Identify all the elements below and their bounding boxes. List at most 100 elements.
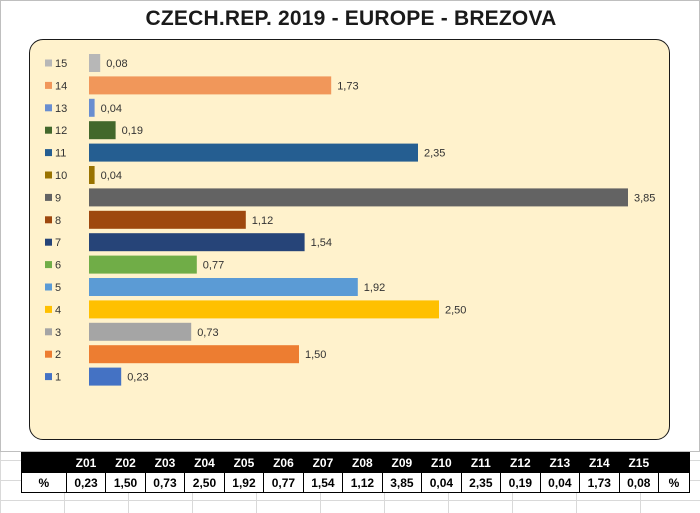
bar-7 [89,233,305,252]
value-cell-z03: 0,73 [144,472,186,493]
header-cell-z02: Z02 [105,452,146,473]
legend-swatch-11 [45,149,52,157]
category-label-12: 12 [55,125,67,137]
value-label-9: 3,85 [634,192,655,204]
value-label-13: 0,04 [101,103,122,115]
value-label-12: 0,19 [122,125,143,137]
value-cell-z07: 1,54 [302,472,344,493]
header-cell-z04: Z04 [184,452,225,473]
header-cell-blank [21,452,67,473]
category-label-6: 6 [55,260,61,272]
bar-10 [89,166,95,184]
bar-3 [89,322,192,341]
category-label-4: 4 [55,304,61,316]
header-cell-z01: Z01 [65,452,107,473]
value-cell-z10: 0,04 [421,472,462,493]
value-cell-z09: 3,85 [381,472,423,493]
bar-8 [89,210,246,229]
table-header-row: Z01 Z02 Z03 Z04 Z05 Z06 Z07 Z08 Z09 Z10 Z11 Z12 Z13 Z… [21,452,690,473]
legend-swatch-10 [45,171,52,179]
legend-swatch-6 [45,261,52,269]
chart-area: CZECH.REP. 2019 - EUROPE - BREZOVA 1 0,23… [0,0,700,452]
table-values-row: % 0,23 1,50 0,73 2,50 1,92 0,77 1,54 1,12 3,85 0,0… [21,472,690,493]
header-cell-z09: Z09 [381,452,423,473]
row-label: % [21,472,67,493]
header-cell-z05: Z05 [223,452,265,473]
value-label-4: 2,50 [445,304,466,316]
plot-area: 1 0,23 2 1,50 3 0,73 4 2,50 5 1,92 6 0,77 7 1,54 8 1,12… [29,39,670,440]
bar-4 [89,300,439,319]
category-label-11: 11 [55,148,66,160]
category-label-15: 15 [55,58,67,70]
category-label-13: 13 [55,103,67,115]
value-cell-z15: 0,08 [618,472,660,493]
value-cell-z08: 1,12 [342,472,383,493]
header-cell-z03: Z03 [144,452,186,473]
bar-5 [89,278,358,296]
bar-1 [89,367,122,386]
bar-13 [89,98,95,117]
category-label-1: 1 [55,372,61,384]
header-cell-z10: Z10 [421,452,462,473]
value-label-5: 1,92 [364,282,385,294]
header-cell-blank [658,452,690,473]
legend-swatch-5 [45,283,52,291]
category-label-14: 14 [55,80,67,92]
header-cell-z06: Z06 [263,452,304,473]
category-label-5: 5 [55,282,61,294]
legend-swatch-8 [45,216,52,224]
value-label-14: 1,73 [337,80,358,92]
legend-swatch-14 [45,81,52,89]
row-label-end: % [658,472,690,493]
data-table: Z01 Z02 Z03 Z04 Z05 Z06 Z07 Z08 Z09 Z10 Z11 Z12 Z13 Z… [21,452,690,493]
chart-title: CZECH.REP. 2019 - EUROPE - BREZOVA [145,7,557,30]
value-cell-z12: 0,19 [500,472,541,493]
header-cell-z07: Z07 [302,452,344,473]
category-label-10: 10 [55,170,67,182]
bar-11 [89,143,418,162]
header-cell-z13: Z13 [539,452,581,473]
value-label-11: 2,35 [424,148,445,160]
value-label-7: 1,54 [311,237,332,249]
legend-swatch-3 [45,328,52,336]
value-cell-z14: 1,73 [579,472,620,493]
value-cell-z13: 0,04 [539,472,581,493]
category-label-2: 2 [55,349,61,361]
legend-swatch-9 [45,193,52,201]
value-cell-z11: 2,35 [460,472,502,493]
category-label-8: 8 [55,215,61,227]
bar-2 [89,345,299,364]
legend-swatch-12 [45,126,52,134]
bar-14 [89,76,332,95]
value-label-8: 1,12 [252,215,273,227]
value-label-1: 0,23 [127,372,148,384]
legend-swatch-13 [45,104,52,112]
category-label-7: 7 [55,237,61,249]
value-cell-z04: 2,50 [184,472,225,493]
legend-swatch-7 [45,238,52,246]
value-cell-z06: 0,77 [263,472,304,493]
value-cell-z02: 1,50 [105,472,146,493]
header-cell-z12: Z12 [500,452,541,473]
legend-swatch-15 [45,59,52,67]
value-cell-z01: 0,23 [65,472,107,493]
category-label-3: 3 [55,327,61,339]
bar-9 [89,188,628,207]
bar-6 [89,255,197,274]
value-label-3: 0,73 [197,327,218,339]
value-label-15: 0,08 [106,58,127,70]
value-label-10: 0,04 [101,170,122,182]
value-label-6: 0,77 [203,260,224,272]
header-cell-z08: Z08 [342,452,383,473]
bar-15 [89,54,101,72]
header-cell-z14: Z14 [579,452,620,473]
header-cell-z15: Z15 [618,452,660,473]
legend-swatch-1 [45,373,52,381]
legend-swatch-4 [45,305,52,313]
legend-swatch-2 [45,350,52,358]
value-label-2: 1,50 [305,349,326,361]
bar-12 [89,121,116,140]
category-label-9: 9 [55,192,61,204]
bar-chart: 1 0,23 2 1,50 3 0,73 4 2,50 5 1,92 6 0,77 7 1,54 8 1,12… [45,54,655,386]
value-cell-z05: 1,92 [223,472,265,493]
